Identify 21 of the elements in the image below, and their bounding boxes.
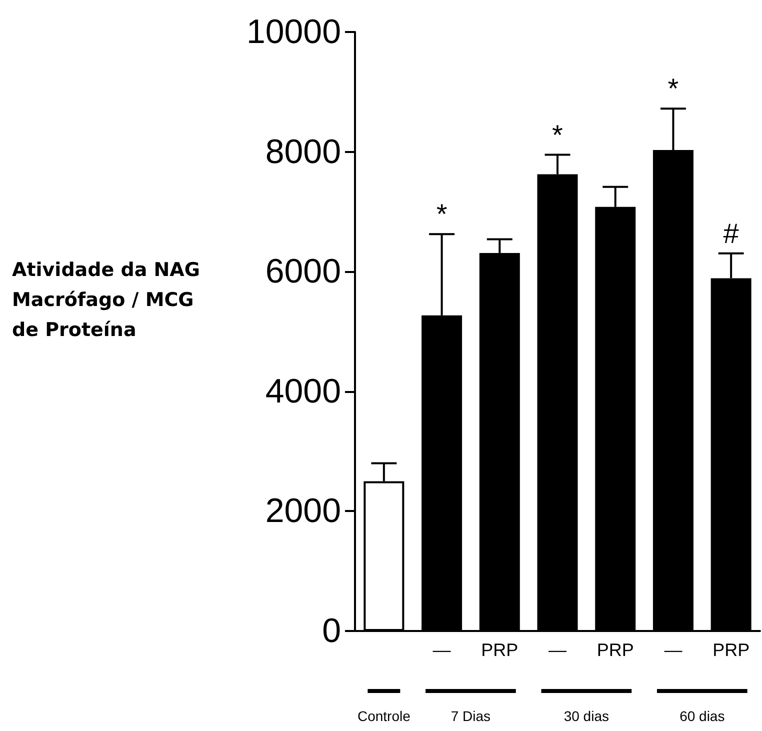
data-label: * [668,73,679,104]
y-tick-label: 10000 [246,13,341,51]
x-tick-label: PRP [596,640,634,660]
x-tick-label: — [664,640,682,660]
text: Controle [357,708,411,724]
data-label: # [723,218,740,249]
text: 30 dias [564,708,610,724]
y-axis-title: Atividade da NAG Macrófago / MCG de Proteína [12,259,207,341]
y-tick-label: 8000 [265,132,341,171]
y-tick-label: 6000 [265,252,341,291]
x-tick-label: — [548,640,566,660]
x-tick-label: — [432,640,451,660]
text: 60 dias [680,708,725,724]
x-tick-label: PRP [712,640,750,660]
y-tick-label: 0 [322,612,341,650]
text: 7 Dias [450,708,491,724]
data-label: * [436,198,448,230]
y-tick-label: 4000 [265,372,341,410]
x-tick-label: PRP [481,640,518,660]
data-label: * [552,119,564,150]
y-tick-label: 2000 [265,492,341,530]
